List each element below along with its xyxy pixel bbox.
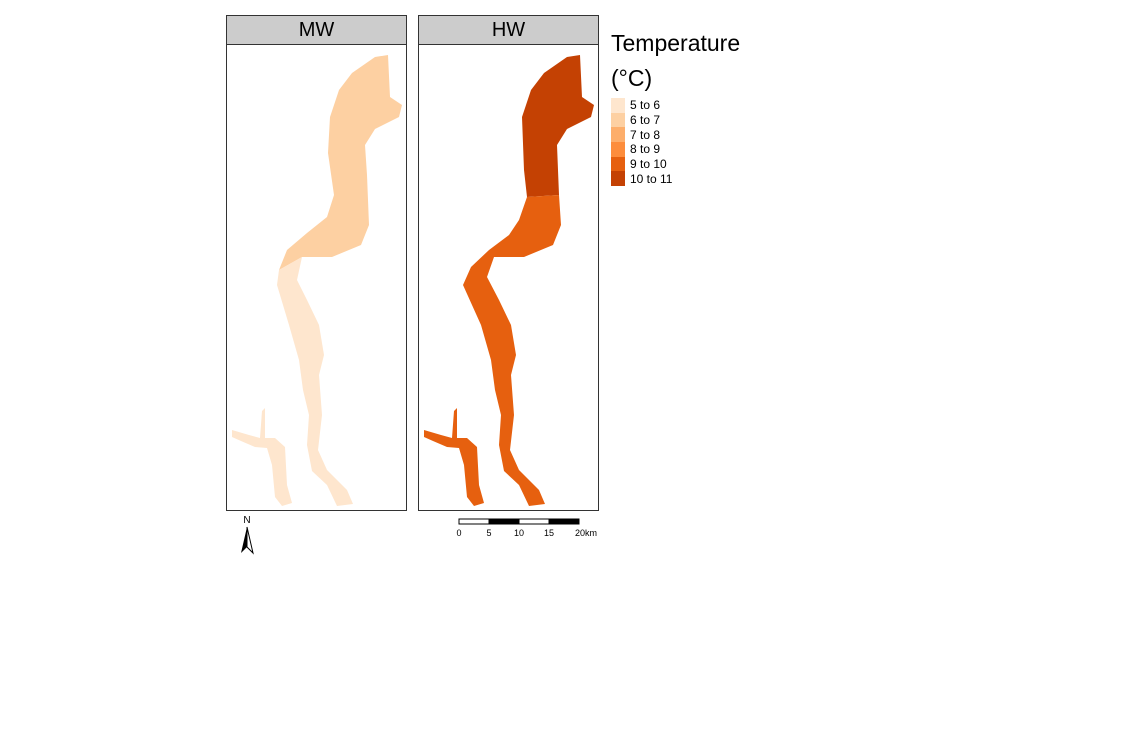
- facet-panel-mw: MW: [226, 15, 407, 511]
- scale-segment: [488, 518, 520, 525]
- facet-label: MW: [298, 19, 335, 41]
- estuary-upper-region: [279, 55, 402, 270]
- facet-header: MW: [227, 16, 406, 45]
- estuary-mid-region: [463, 195, 561, 506]
- facet-header: HW: [419, 16, 598, 45]
- scale-bar: 0 5 10 15 20km: [456, 518, 597, 538]
- map-canvas: [424, 55, 594, 506]
- legend-label: 9 to 10: [630, 157, 667, 172]
- north-arrow-label: N: [243, 515, 250, 526]
- legend-swatch: [611, 112, 625, 128]
- legend-swatch: [611, 171, 625, 187]
- legend-title: Temperature (°C): [611, 30, 741, 91]
- legend-label: 7 to 8: [630, 127, 661, 142]
- map-legend: Temperature (°C) 5 to 6 6 to 7 7 to 8 8 …: [611, 26, 741, 187]
- north-arrow-icon: N: [241, 515, 254, 555]
- legend-swatch: [611, 127, 625, 143]
- legend-swatch: [611, 142, 625, 157]
- legend-label: 5 to 6: [630, 98, 661, 113]
- scale-segment: [458, 518, 490, 525]
- scale-segment: [548, 518, 580, 525]
- legend-items: 5 to 6 6 to 7 7 to 8 8 to 9 9 to 10 10 t…: [611, 98, 740, 187]
- estuary-tributary: [424, 408, 484, 506]
- legend-item: 9 to 10: [611, 156, 740, 172]
- legend-item: 5 to 6: [611, 98, 740, 113]
- scale-segment: [518, 518, 550, 525]
- legend-item: 7 to 8: [611, 127, 740, 143]
- scale-tick-label: 15: [544, 528, 554, 538]
- map-canvas: [232, 55, 402, 506]
- scale-tick-label: 0: [456, 528, 461, 538]
- scale-tick-label: 5: [486, 528, 491, 538]
- legend-label: 8 to 9: [630, 142, 661, 157]
- north-arrow-left-half: [241, 527, 247, 553]
- legend-swatch: [611, 98, 625, 113]
- estuary-tributary: [232, 408, 292, 506]
- legend-label: 6 to 7: [630, 113, 661, 128]
- scale-tick-label: 10: [514, 528, 524, 538]
- legend-item: 6 to 7: [611, 112, 740, 128]
- legend-label: 10 to 11: [630, 171, 673, 186]
- facet-panel-hw: HW: [418, 15, 599, 511]
- scale-tick-label: 20km: [575, 528, 597, 538]
- legend-swatch: [611, 156, 625, 172]
- north-arrow-right-half: [246, 526, 254, 555]
- legend-item: 8 to 9: [611, 142, 740, 157]
- estuary-upper-region: [522, 55, 594, 197]
- estuary-lower-region: [277, 257, 353, 506]
- legend-item: 10 to 11: [611, 171, 740, 187]
- facet-label: HW: [491, 19, 526, 41]
